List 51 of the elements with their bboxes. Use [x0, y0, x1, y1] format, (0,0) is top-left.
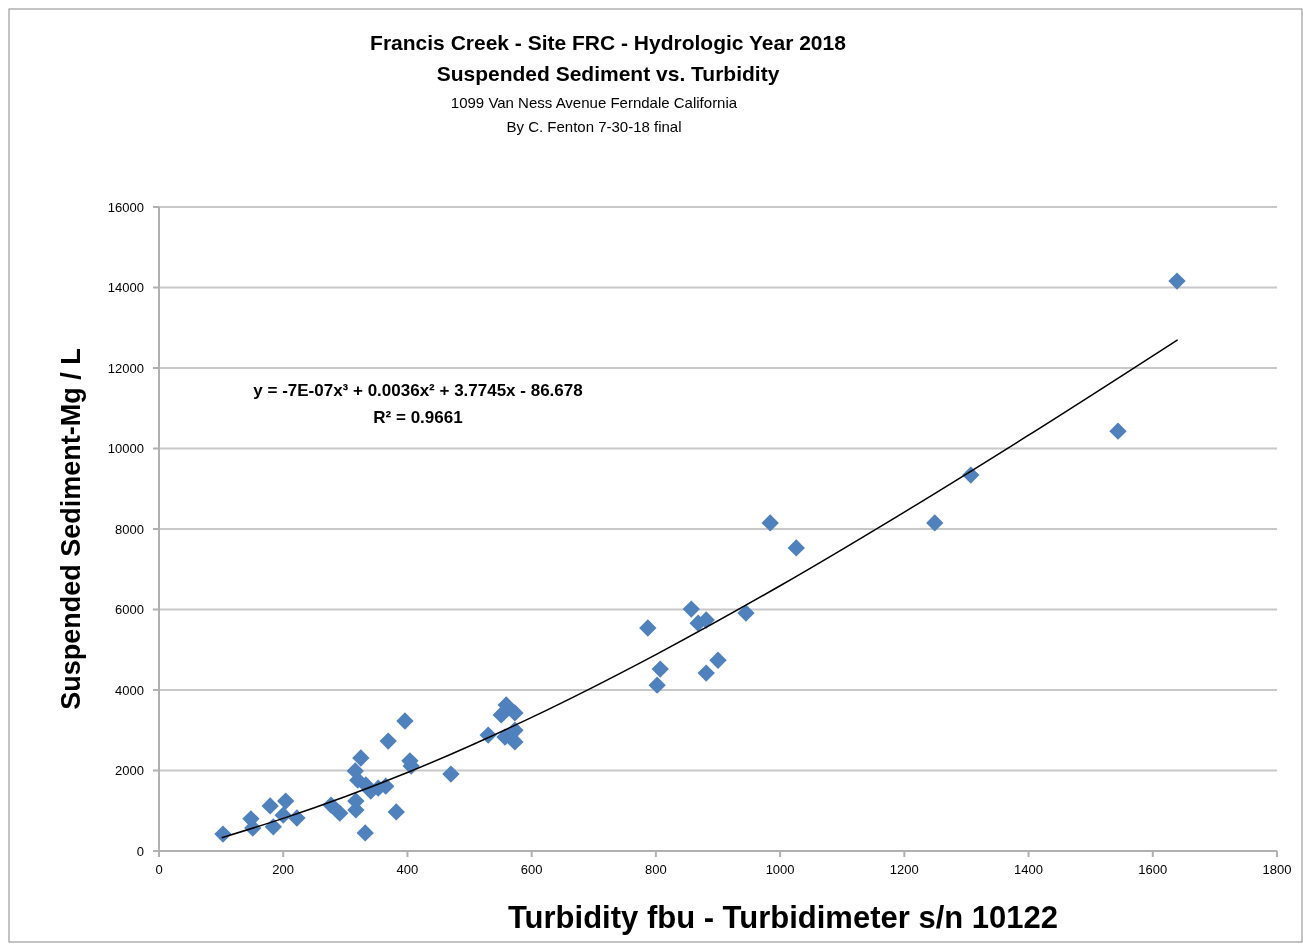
- y-axis-title: Suspended Sediment-Mg / L: [56, 348, 86, 710]
- point: [379, 732, 397, 750]
- point: [1109, 422, 1127, 440]
- annotation: y = -7E-07x³ + 0.0036x² + 3.7745x - 86.678: [253, 381, 583, 400]
- y-tick-label: 4000: [115, 682, 144, 698]
- x-axis-title: Turbidity fbu - Turbidimeter s/n 10122: [507, 900, 1059, 935]
- point: [1168, 272, 1186, 290]
- point: [926, 514, 944, 532]
- point: [651, 660, 669, 678]
- point: [709, 651, 727, 669]
- text: 1099 Van Ness Avenue Ferndale California: [450, 94, 738, 111]
- point: [352, 749, 370, 767]
- y-tick-label: 12000: [107, 360, 144, 376]
- y-tick-label: 8000: [115, 521, 144, 537]
- x-tick-label: 400: [396, 862, 419, 877]
- point: [264, 818, 282, 836]
- text: By C. Fenton 7-30-18 final: [506, 118, 682, 135]
- point: [356, 824, 374, 842]
- point: [492, 706, 510, 724]
- x-tick-label: 200: [272, 862, 295, 877]
- point: [682, 600, 700, 618]
- point: [787, 539, 805, 557]
- point: [442, 765, 460, 783]
- annotation: R² = 0.9661: [373, 408, 463, 427]
- point: [737, 604, 755, 622]
- x-tick-label: 0: [155, 862, 163, 877]
- y-tick-label: 16000: [107, 199, 144, 215]
- point: [761, 514, 779, 532]
- point: [387, 803, 405, 821]
- point: [648, 676, 666, 694]
- x-tick-label: 1400: [1014, 862, 1044, 877]
- point: [277, 792, 295, 810]
- x-tick-label: 1000: [765, 862, 795, 877]
- x-tick-label: 1200: [889, 862, 919, 877]
- y-tick-label: 14000: [107, 280, 144, 295]
- y-tick-label: 6000: [115, 602, 144, 617]
- y-tick-label: 10000: [107, 441, 144, 456]
- point: [697, 664, 715, 682]
- x-tick-label: 1800: [1262, 862, 1292, 877]
- y-tick-label: 2000: [115, 763, 144, 778]
- x-tick-label: 800: [645, 862, 667, 877]
- point: [639, 619, 657, 637]
- chart-subtitle: Suspended Sediment vs. Turbidity: [436, 62, 780, 85]
- point: [331, 804, 349, 822]
- x-tick-label: 1600: [1138, 862, 1168, 877]
- point: [261, 797, 279, 815]
- point: [396, 712, 414, 730]
- point: [506, 704, 524, 722]
- chart-title: Francis Creek - Site FRC - Hydrologic Year 2018: [370, 31, 847, 54]
- x-tick-label: 600: [520, 862, 543, 877]
- y-tick-label: 0: [136, 843, 144, 859]
